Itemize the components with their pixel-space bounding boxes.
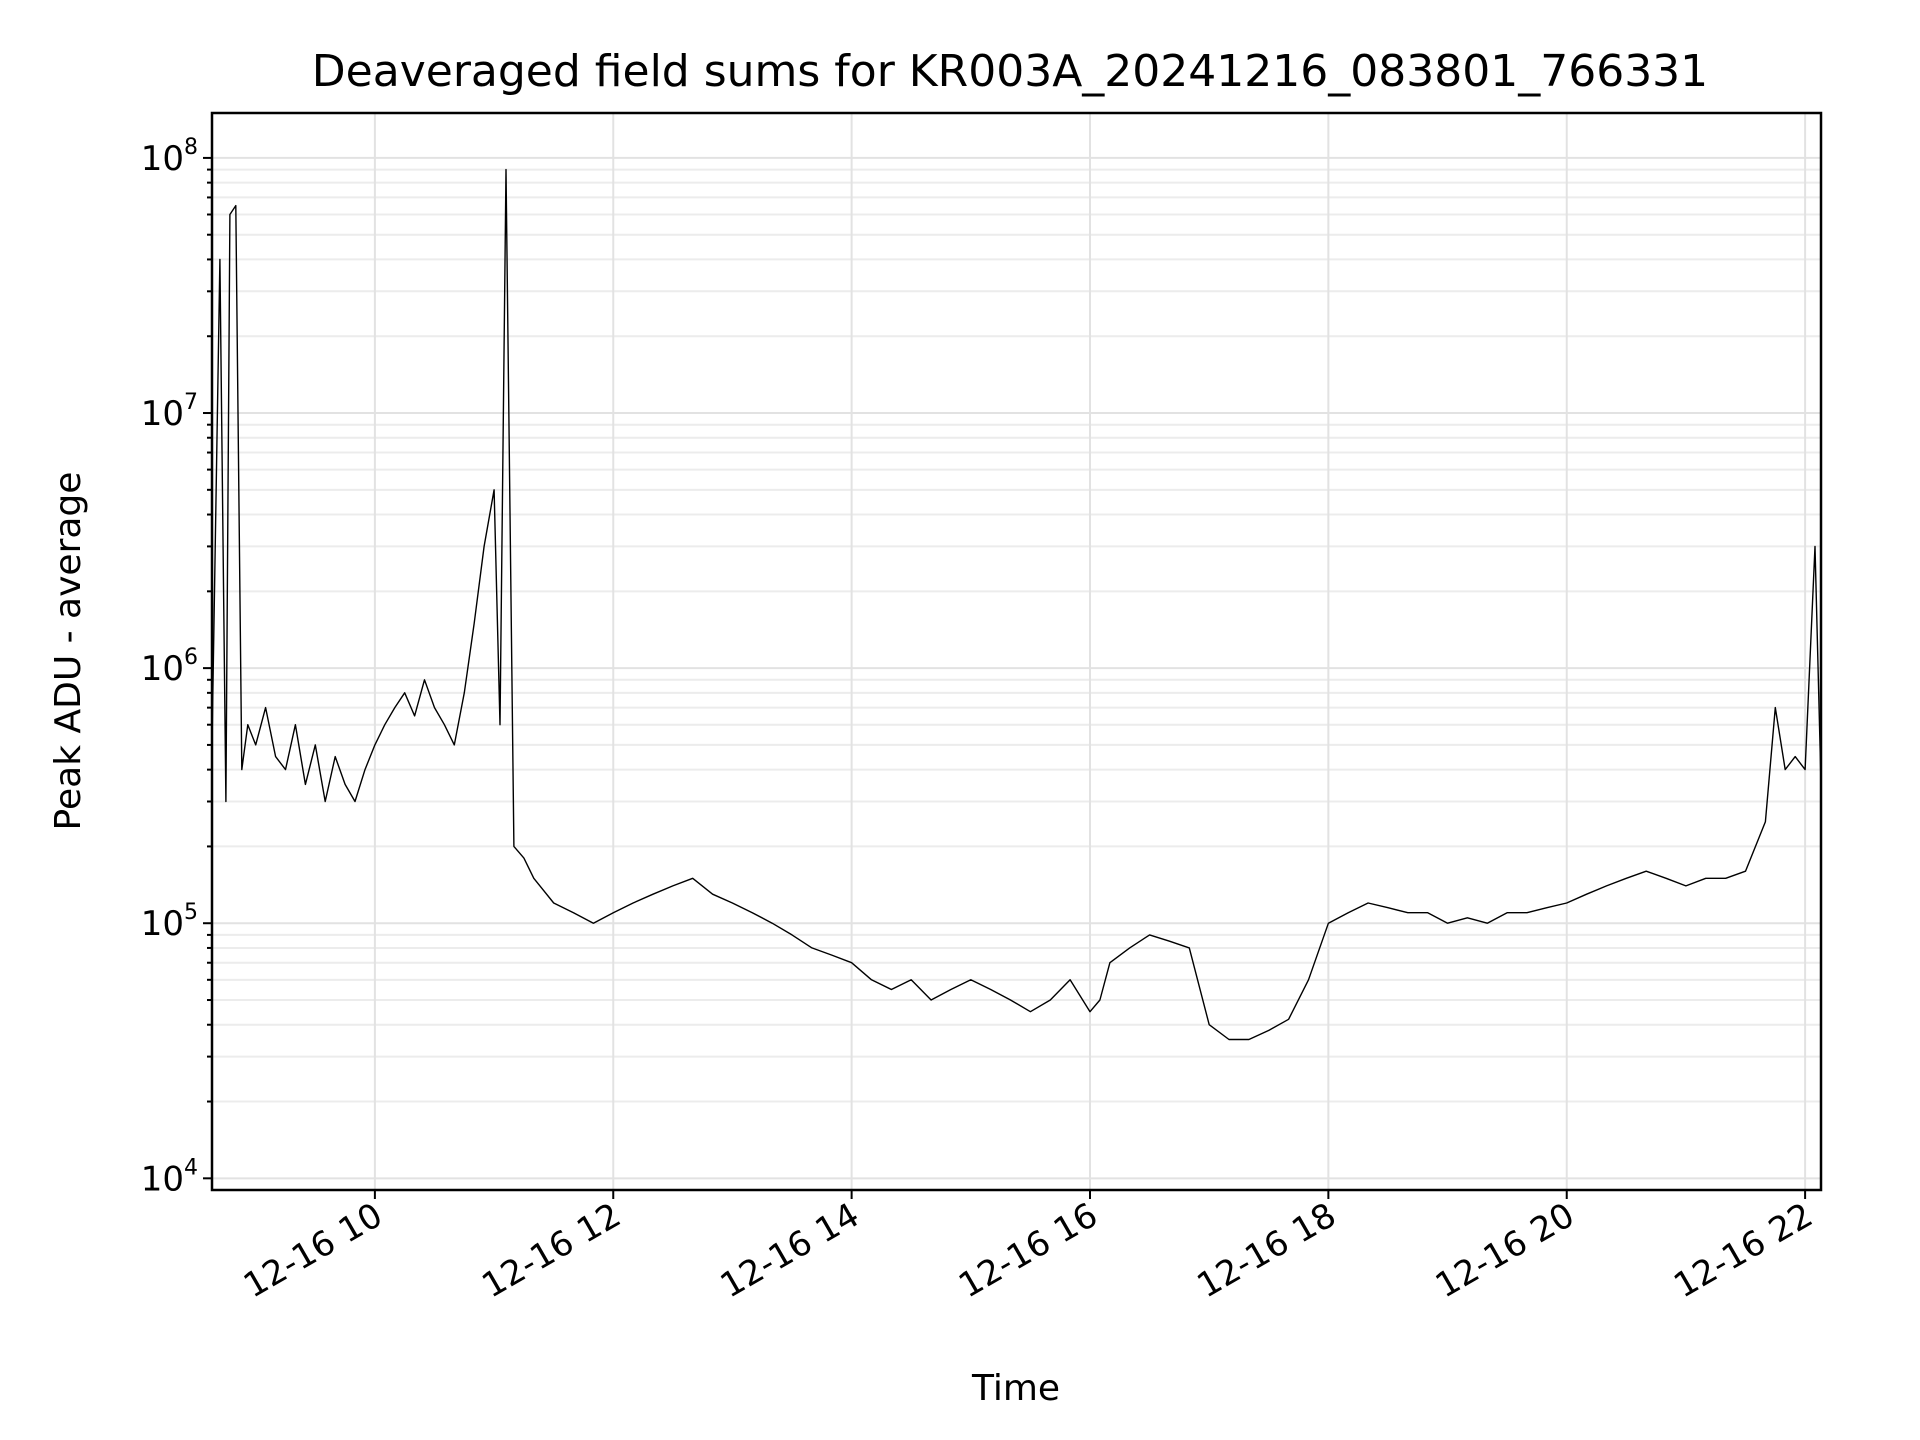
x-tick-label: 12-16 14 <box>714 1195 866 1306</box>
x-tick-label: 12-16 10 <box>237 1195 389 1306</box>
series-line <box>212 168 1821 1041</box>
x-tick-label: 12-16 22 <box>1667 1195 1819 1306</box>
y-axis-label: Peak ADU - average <box>48 472 89 831</box>
y-tick-label: 108 <box>141 135 198 179</box>
x-tick-label: 12-16 16 <box>952 1195 1104 1306</box>
x-tick-label: 12-16 18 <box>1190 1195 1342 1306</box>
y-tick-label: 107 <box>141 390 198 434</box>
axis-ticks: 104 105 106 107 108 12-16 10 12-16 12 12-16 14 1… <box>141 135 1820 1306</box>
chart-title: Deaveraged field sums for KR003A_2024121… <box>312 46 1708 97</box>
grid <box>212 113 1821 1190</box>
y-tick-label: 104 <box>141 1155 198 1199</box>
x-tick-label: 12-16 20 <box>1429 1195 1581 1306</box>
y-tick-label: 106 <box>141 645 198 689</box>
series-layer <box>212 168 1821 1041</box>
x-axis-label: Time <box>971 1368 1060 1409</box>
plot-frame <box>210 111 1823 1192</box>
x-tick-label: 12-16 12 <box>475 1195 627 1306</box>
y-tick-label: 105 <box>141 900 198 944</box>
